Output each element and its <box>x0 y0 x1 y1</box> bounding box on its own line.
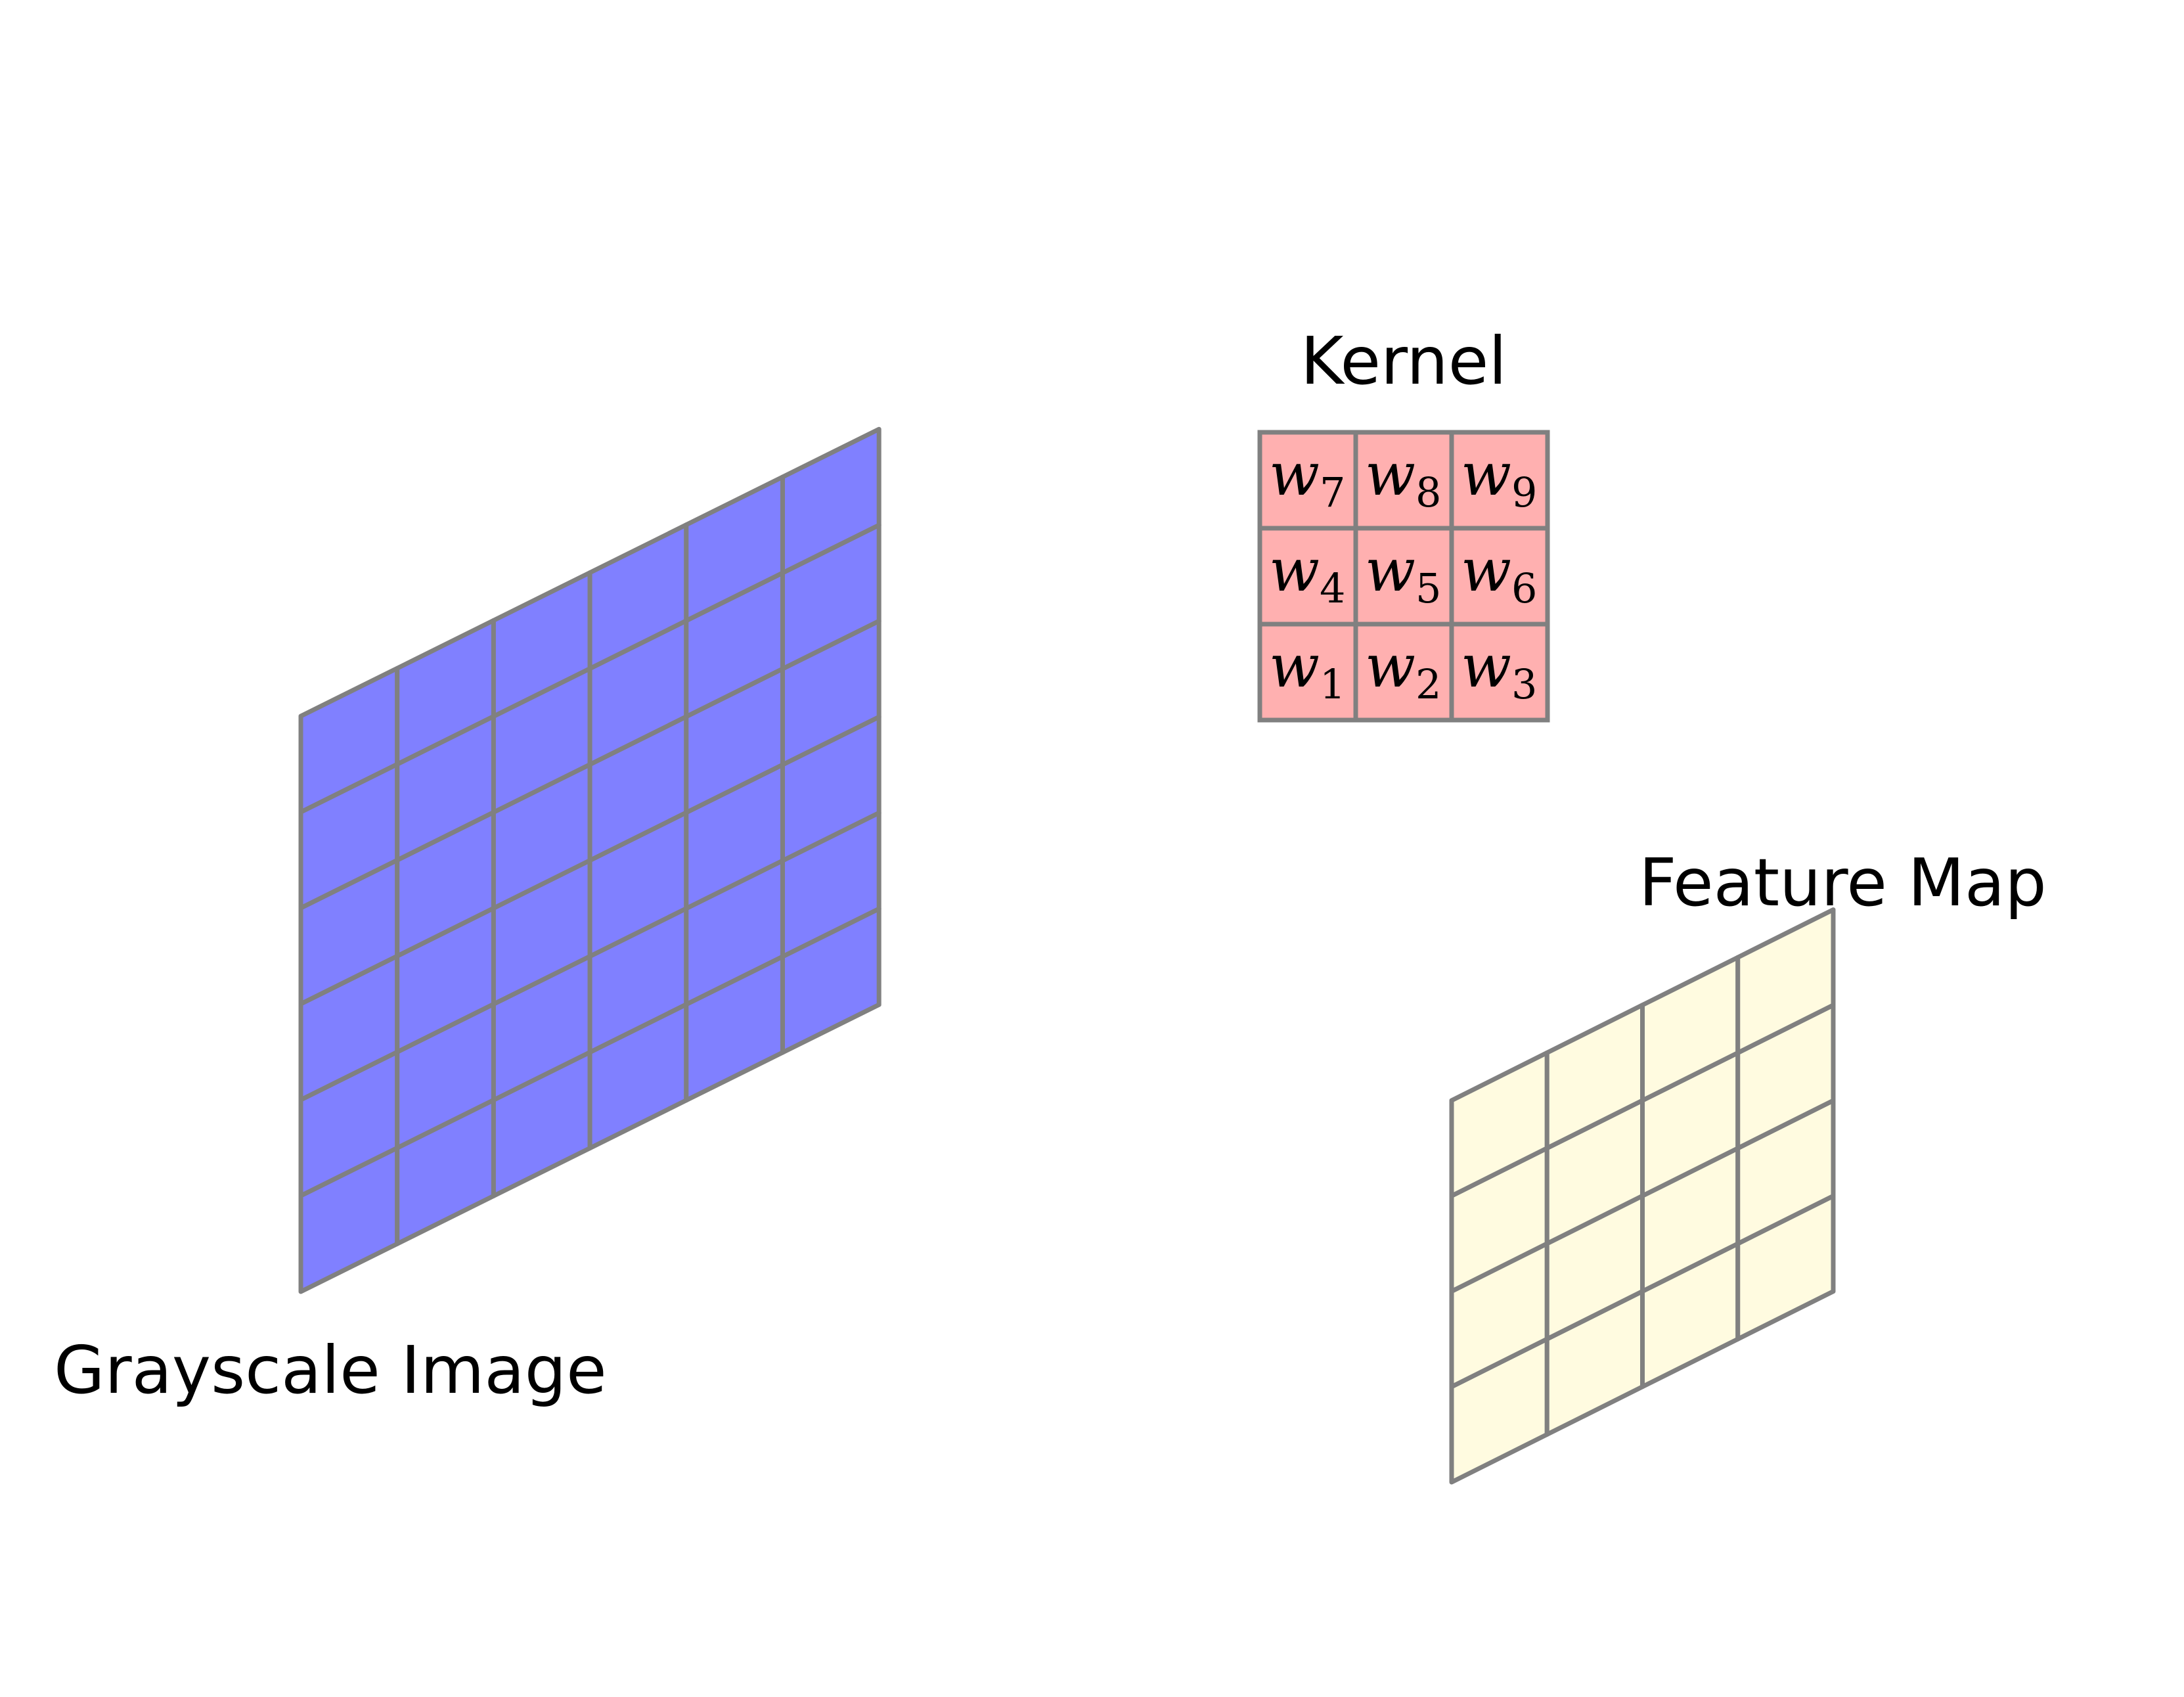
feature-map-label: Feature Map <box>1639 844 2047 921</box>
kernel-weight-label: w7 <box>1269 440 1346 516</box>
grayscale-image-label: Grayscale Image <box>54 1332 607 1409</box>
feature-map-cell <box>1735 907 1836 1055</box>
kernel-cell <box>1449 526 1550 627</box>
kernel-weight-label: w5 <box>1365 536 1442 612</box>
grayscale-image-grid <box>298 426 881 1294</box>
kernel-cell <box>1257 430 1358 531</box>
kernel-cell <box>1353 430 1454 531</box>
kernel-weight-label: w4 <box>1269 536 1346 612</box>
kernel-weight-label: w9 <box>1461 440 1538 516</box>
kernel-label: Kernel <box>1301 323 1507 399</box>
feature-map-grid <box>1449 907 1836 1485</box>
kernel-cell <box>1449 430 1550 531</box>
kernel-cell <box>1257 526 1358 627</box>
kernel-weight-label: w1 <box>1269 632 1346 708</box>
grayscale-image-cell <box>780 426 881 576</box>
kernel-cell <box>1449 622 1550 723</box>
kernel-weight-label: w3 <box>1461 632 1538 708</box>
kernel-weight-label: w8 <box>1365 440 1442 516</box>
kernel-cell <box>1353 622 1454 723</box>
kernel-weight-label: w2 <box>1365 632 1442 708</box>
kernel-weight-label: w6 <box>1461 536 1538 612</box>
kernel-grid: w7 w8 w9 w4 w5 w6 w1 w2 w3 <box>1257 430 1550 723</box>
